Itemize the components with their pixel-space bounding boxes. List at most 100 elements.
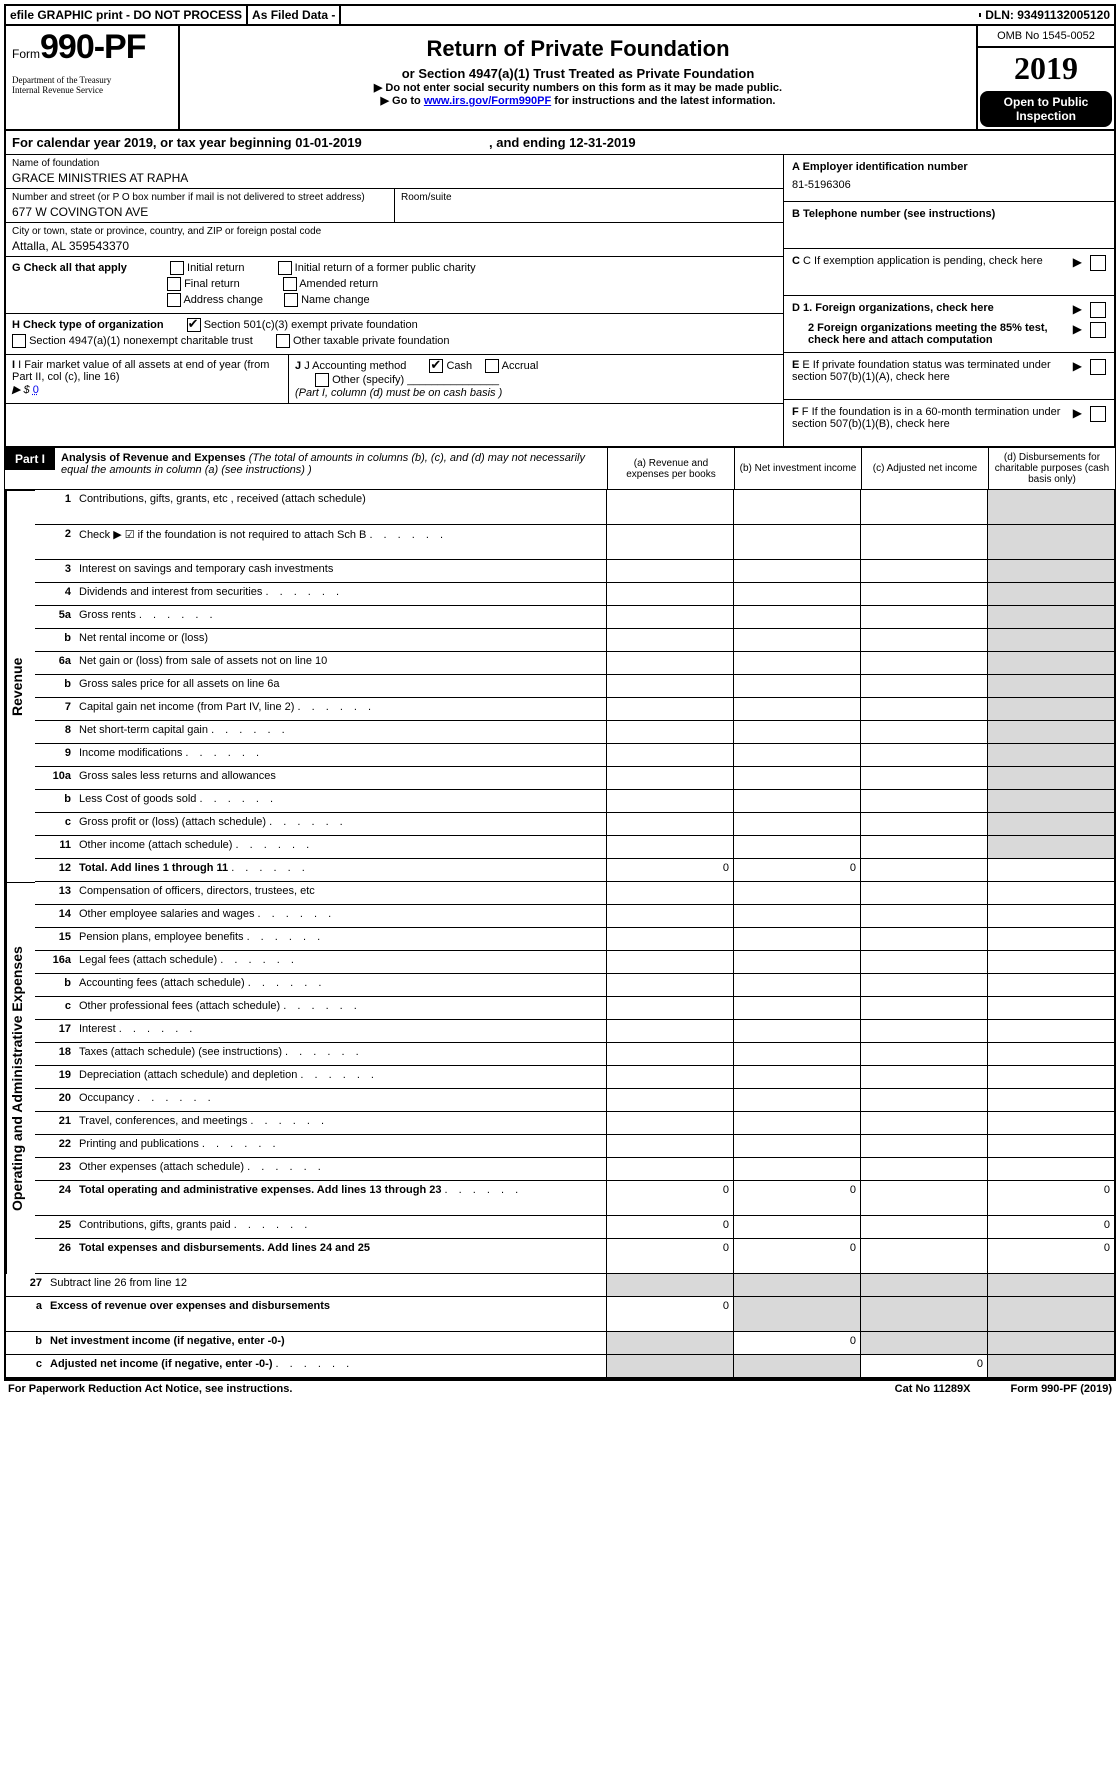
irs-link[interactable]: www.irs.gov/Form990PF (424, 95, 551, 107)
c-checkbox[interactable] (1090, 255, 1106, 271)
col-d-header: (d) Disbursements for charitable purpose… (988, 448, 1115, 489)
fmv-value-link[interactable]: 0 (33, 384, 39, 396)
table-row: bLess Cost of goods sold . . . . . . (35, 790, 1114, 813)
table-row: 12Total. Add lines 1 through 11 . . . . … (35, 859, 1114, 882)
header-right: OMB No 1545-0052 2019 Open to Public Ins… (976, 26, 1114, 129)
form-number: 990-PF (40, 28, 146, 66)
h-check-section: H Check type of organization Section 501… (6, 314, 783, 355)
4947a1-checkbox[interactable] (12, 334, 26, 348)
form-header: Form990-PF Department of the Treasury In… (4, 26, 1116, 131)
room-suite-cell: Room/suite (394, 189, 783, 223)
final-return-checkbox[interactable] (167, 277, 181, 291)
ij-row: I I Fair market value of all assets at e… (6, 355, 783, 404)
col-b-header: (b) Net investment income (734, 448, 861, 489)
ein-cell: A Employer identification number 81-5196… (784, 155, 1114, 202)
table-row: cGross profit or (loss) (attach schedule… (35, 813, 1114, 836)
table-row: bNet rental income or (loss) (35, 629, 1114, 652)
501c3-checkbox[interactable] (187, 318, 201, 332)
f-checkbox[interactable] (1090, 406, 1106, 422)
dln: DLN: 93491132005120 (981, 6, 1114, 24)
table-row: 27Subtract line 26 from line 12 (6, 1274, 1114, 1297)
address-cell: Number and street (or P O box number if … (6, 189, 394, 223)
calendar-year-row: For calendar year 2019, or tax year begi… (4, 131, 1116, 155)
table-row: 16aLegal fees (attach schedule) . . . . … (35, 951, 1114, 974)
table-row: 25Contributions, gifts, grants paid . . … (35, 1216, 1114, 1239)
table-row: 8Net short-term capital gain . . . . . . (35, 721, 1114, 744)
table-row: aExcess of revenue over expenses and dis… (6, 1297, 1114, 1332)
initial-return-checkbox[interactable] (170, 261, 184, 275)
info-section: Name of foundation GRACE MINISTRIES AT R… (4, 155, 1116, 446)
tax-year: 2019 (978, 48, 1114, 89)
right-info-column: A Employer identification number 81-5196… (783, 155, 1116, 446)
city-cell: City or town, state or province, country… (6, 223, 783, 257)
e-terminated-cell: E E If private foundation status was ter… (784, 353, 1114, 400)
revenue-side-label: Revenue (6, 490, 35, 882)
table-row: 2Check ▶ ☑ if the foundation is not requ… (35, 525, 1114, 560)
table-row: cOther professional fees (attach schedul… (35, 997, 1114, 1020)
table-row: 6aNet gain or (loss) from sale of assets… (35, 652, 1114, 675)
cat-number: Cat No 11289X (895, 1383, 971, 1395)
col-a-header: (a) Revenue and expenses per books (607, 448, 734, 489)
table-row: 23Other expenses (attach schedule) . . .… (35, 1158, 1114, 1181)
part1-header: Part I Analysis of Revenue and Expenses … (4, 446, 1116, 490)
part1-label: Part I (5, 448, 55, 470)
d-foreign-cell: D 1. Foreign organizations, check here▶ … (784, 296, 1114, 353)
table-row: 4Dividends and interest from securities … (35, 583, 1114, 606)
exemption-pending-cell: C C If exemption application is pending,… (784, 249, 1114, 296)
other-taxable-checkbox[interactable] (276, 334, 290, 348)
header-center: Return of Private Foundation or Section … (180, 26, 976, 129)
footer: For Paperwork Reduction Act Notice, see … (4, 1379, 1116, 1397)
cash-checkbox[interactable] (429, 359, 443, 373)
subtitle-1: or Section 4947(a)(1) Trust Treated as P… (186, 66, 970, 81)
paperwork-notice: For Paperwork Reduction Act Notice, see … (8, 1383, 292, 1395)
expenses-table: Operating and Administrative Expenses 13… (4, 882, 1116, 1274)
amended-return-checkbox[interactable] (283, 277, 297, 291)
table-row: 18Taxes (attach schedule) (see instructi… (35, 1043, 1114, 1066)
part1-desc: Analysis of Revenue and Expenses (The to… (55, 448, 607, 489)
table-row: 1Contributions, gifts, grants, etc , rec… (35, 490, 1114, 525)
table-row: 24Total operating and administrative exp… (35, 1181, 1114, 1216)
foundation-name-cell: Name of foundation GRACE MINISTRIES AT R… (6, 155, 783, 189)
d2-checkbox[interactable] (1090, 322, 1106, 338)
table-row: 9Income modifications . . . . . . (35, 744, 1114, 767)
table-row: 10aGross sales less returns and allowanc… (35, 767, 1114, 790)
e-checkbox[interactable] (1090, 359, 1106, 375)
as-filed: As Filed Data - (248, 6, 341, 24)
subtitle-3: ▶ Go to www.irs.gov/Form990PF for instru… (186, 94, 970, 107)
table-row: 17Interest . . . . . . (35, 1020, 1114, 1043)
bottom-rows: 27Subtract line 26 from line 12aExcess o… (4, 1274, 1116, 1379)
table-row: 13Compensation of officers, directors, t… (35, 882, 1114, 905)
other-method-checkbox[interactable] (315, 373, 329, 387)
accrual-checkbox[interactable] (485, 359, 499, 373)
d1-checkbox[interactable] (1090, 302, 1106, 318)
form-word: Form (12, 47, 40, 61)
table-row: bGross sales price for all assets on lin… (35, 675, 1114, 698)
table-row: bNet investment income (if negative, ent… (6, 1332, 1114, 1355)
col-c-header: (c) Adjusted net income (861, 448, 988, 489)
table-row: 14Other employee salaries and wages . . … (35, 905, 1114, 928)
revenue-table: Revenue 1Contributions, gifts, grants, e… (4, 490, 1116, 882)
table-row: 22Printing and publications . . . . . . (35, 1135, 1114, 1158)
form-number-footer: Form 990-PF (2019) (1011, 1383, 1113, 1395)
expenses-side-label: Operating and Administrative Expenses (6, 882, 35, 1274)
table-row: 19Depreciation (attach schedule) and dep… (35, 1066, 1114, 1089)
form-title: Return of Private Foundation (186, 36, 970, 62)
table-row: cAdjusted net income (if negative, enter… (6, 1355, 1114, 1378)
inspection-box: Open to Public Inspection (980, 91, 1112, 127)
omb-number: OMB No 1545-0052 (978, 26, 1114, 48)
table-row: 20Occupancy . . . . . . (35, 1089, 1114, 1112)
g-check-section: G Check all that apply Initial return In… (6, 257, 783, 314)
treasury-label: Department of the Treasury Internal Reve… (12, 75, 172, 95)
table-row: 5aGross rents . . . . . . (35, 606, 1114, 629)
address-change-checkbox[interactable] (167, 293, 181, 307)
efile-notice: efile GRAPHIC print - DO NOT PROCESS (6, 6, 248, 24)
phone-cell: B Telephone number (see instructions) (784, 202, 1114, 249)
form-title-block: Form990-PF Department of the Treasury In… (6, 26, 180, 129)
table-row: 26Total expenses and disbursements. Add … (35, 1239, 1114, 1274)
table-row: 3Interest on savings and temporary cash … (35, 560, 1114, 583)
f-60month-cell: F F If the foundation is in a 60-month t… (784, 400, 1114, 446)
former-charity-checkbox[interactable] (278, 261, 292, 275)
name-change-checkbox[interactable] (284, 293, 298, 307)
table-row: bAccounting fees (attach schedule) . . .… (35, 974, 1114, 997)
table-row: 11Other income (attach schedule) . . . .… (35, 836, 1114, 859)
